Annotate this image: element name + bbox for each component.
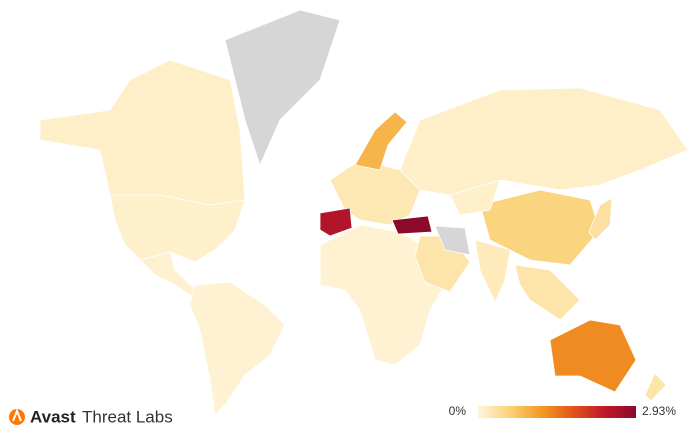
brand-name: Avast (30, 407, 76, 426)
region[interactable] (479, 189, 601, 266)
region[interactable] (644, 372, 667, 402)
region[interactable] (474, 239, 511, 303)
region[interactable] (549, 319, 637, 393)
region[interactable] (399, 87, 689, 196)
brand: Avast Threat Labs (9, 407, 173, 426)
region[interactable] (514, 264, 581, 321)
region[interactable] (434, 225, 471, 256)
world-map (39, 9, 689, 416)
region[interactable] (319, 207, 353, 237)
region[interactable] (109, 194, 246, 263)
region[interactable] (39, 59, 246, 206)
region[interactable] (588, 197, 613, 241)
brand-logo-mark (12, 408, 22, 422)
legend-max-label: 2.93% (642, 404, 676, 418)
region[interactable] (449, 179, 501, 216)
region[interactable] (354, 111, 408, 171)
brand-product: Threat Labs (82, 407, 173, 426)
region[interactable] (189, 281, 286, 416)
legend-gradient (478, 406, 636, 418)
region[interactable] (224, 9, 341, 166)
legend: 0% 2.93% (449, 404, 677, 418)
region[interactable] (391, 215, 433, 235)
legend-min-label: 0% (449, 404, 467, 418)
